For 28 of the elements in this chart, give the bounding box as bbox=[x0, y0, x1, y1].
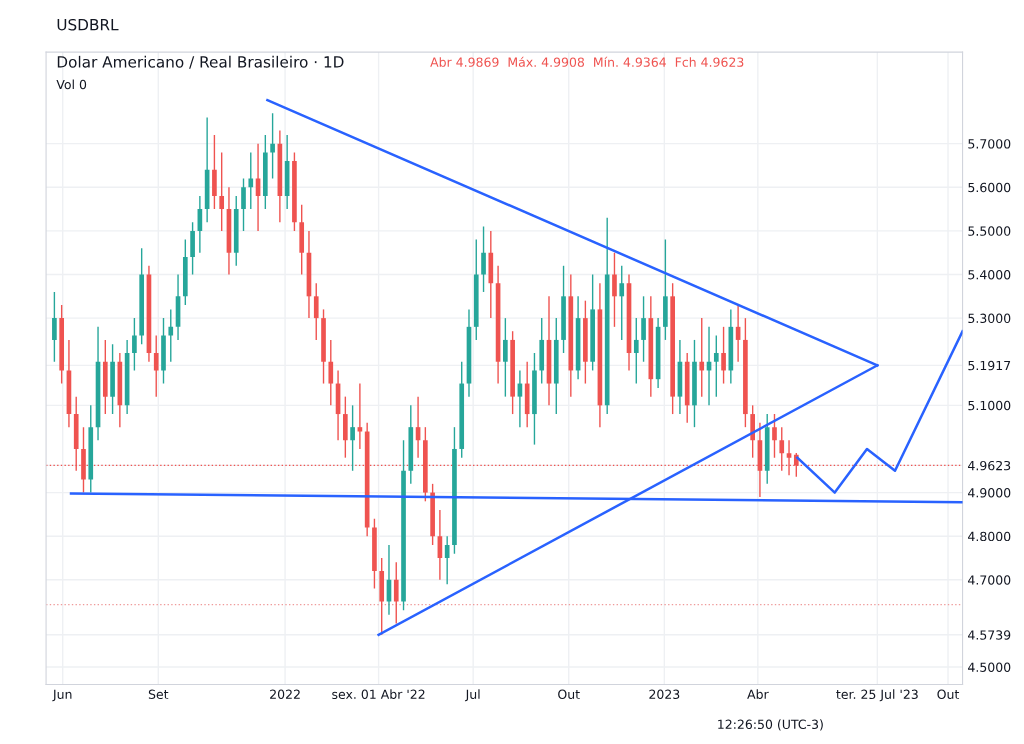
y-tick-label: 4.5000 bbox=[968, 662, 1011, 672]
x-tick-label: Set bbox=[148, 689, 169, 700]
y-tick-label: 5.1917 bbox=[968, 360, 1011, 371]
x-tick-label: 2022 bbox=[270, 689, 300, 700]
x-tick-label: Out bbox=[937, 689, 960, 700]
y-tick-label: 5.6000 bbox=[968, 182, 1011, 193]
x-tick-label: sex. 01 Abr '22 bbox=[332, 689, 425, 700]
y-tick-label: 5.5000 bbox=[968, 226, 1011, 236]
annotation: Vol 0 bbox=[56, 79, 87, 90]
y-tick-label: 5.4000 bbox=[968, 269, 1011, 280]
y-tick-label: 4.9623 bbox=[968, 460, 1011, 471]
x-tick-label: Jun bbox=[52, 689, 72, 702]
x-tick-label: Abr bbox=[747, 689, 769, 700]
chart-subtitle: Abr 4.9869 Máx. 4.9908 Mín. 4.9364 Fch 4.9623 bbox=[430, 56, 744, 67]
y-tick-label: 5.3000 bbox=[968, 313, 1011, 324]
x-tick-label: Out bbox=[558, 689, 580, 700]
x-tick-label: ter. 25 Jul '23 bbox=[836, 689, 918, 702]
y-tick-label: 4.8000 bbox=[968, 531, 1011, 542]
y-tick-label: 5.1000 bbox=[968, 400, 1011, 411]
y-tick-label: 4.9000 bbox=[968, 488, 1011, 498]
text: USDBRL bbox=[57, 18, 119, 31]
y-tick-label: 5.7000 bbox=[968, 139, 1011, 149]
x-tick-label: Jul bbox=[464, 689, 480, 702]
y-tick-label: 4.7000 bbox=[968, 575, 1011, 585]
text: 12:26:50 (UTC-3) bbox=[718, 719, 823, 731]
x-tick-label: 2023 bbox=[649, 689, 680, 700]
y-tick-label: 4.5739 bbox=[968, 630, 1011, 640]
chart-title: Dolar Americano / Real Brasileiro · 1D bbox=[57, 55, 344, 69]
